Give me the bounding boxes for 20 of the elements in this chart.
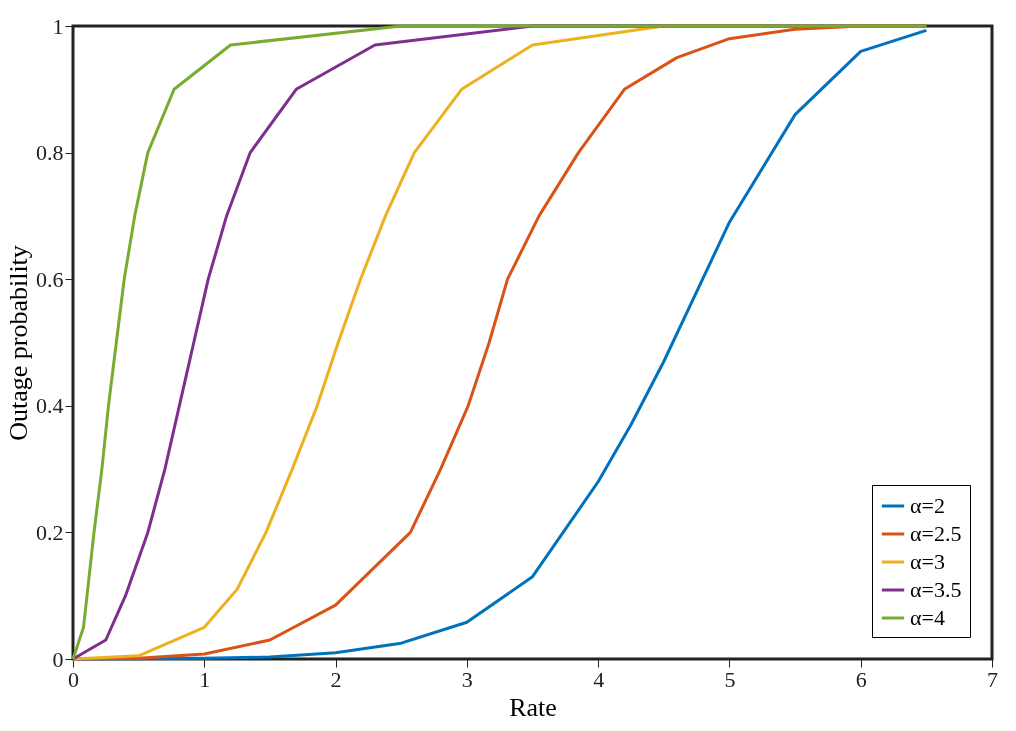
x-tick-label: 7: [987, 666, 998, 692]
y-tick-label: 1: [52, 13, 64, 39]
x-tick-label: 5: [724, 666, 736, 692]
x-tick-label: 1: [199, 666, 211, 692]
y-tick-label: 0.4: [36, 393, 64, 419]
legend-label: α=3: [910, 549, 945, 574]
legend-label: α=2.5: [910, 521, 962, 546]
y-tick-label: 0.2: [36, 519, 64, 545]
x-tick-label: 6: [855, 666, 867, 692]
x-tick-label: 2: [330, 666, 342, 692]
y-tick-label: 0.8: [36, 140, 64, 166]
legend-label: α=3.5: [910, 577, 962, 602]
y-tick-label: 0.6: [36, 266, 64, 292]
legend-label: α=2: [910, 493, 945, 518]
x-tick-label: 3: [461, 666, 473, 692]
x-tick-label: 4: [593, 666, 605, 692]
y-axis-title: Outage probability: [4, 245, 33, 441]
legend-label: α=4: [910, 605, 945, 630]
x-axis-title: Rate: [509, 692, 557, 722]
y-tick-label: 0: [52, 646, 64, 672]
